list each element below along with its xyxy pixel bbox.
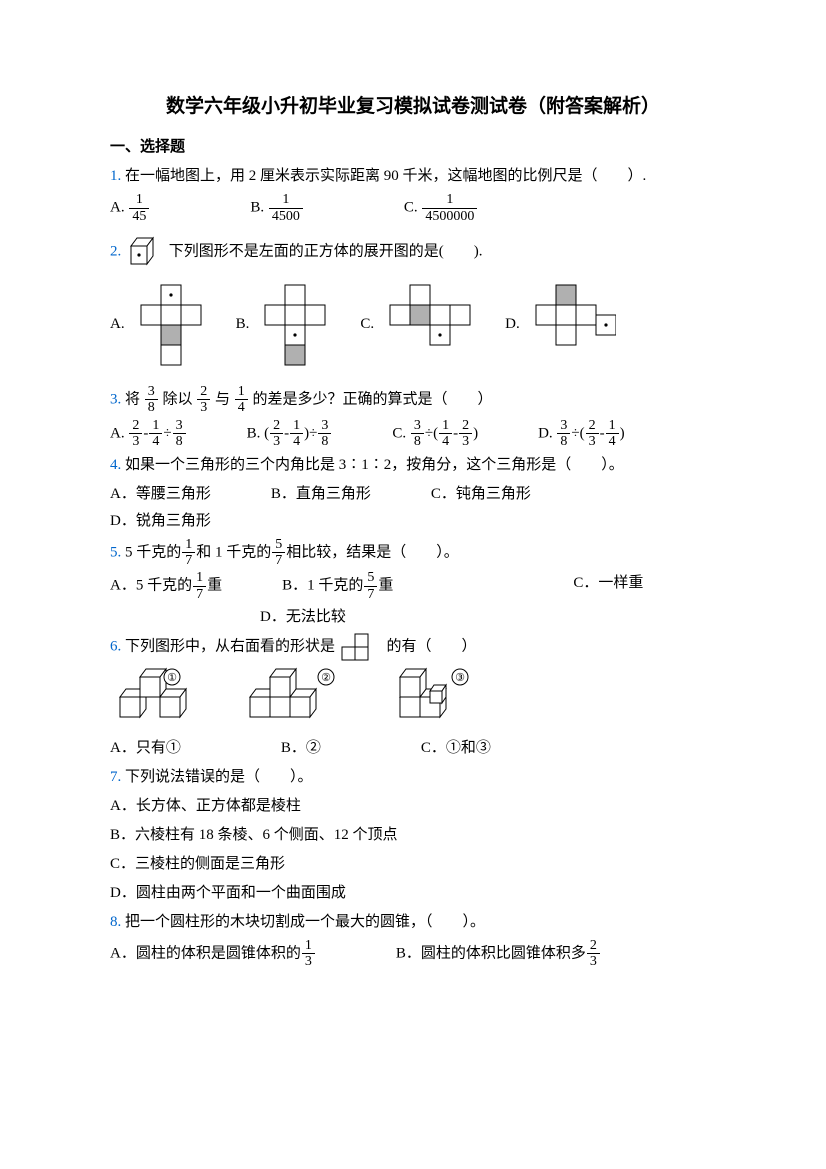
q1-C: C. 14500000 bbox=[404, 192, 479, 224]
q3: 3. 将 38 除以 23 与 14 的差是多少？正确的算式是（ ） bbox=[110, 384, 716, 416]
q3-options: A. 23-14÷38 B. (23-14)÷38 C. 38÷(14-23) … bbox=[110, 418, 716, 450]
q8-B: B．圆柱的体积比圆锥体积多23 bbox=[396, 938, 601, 970]
fraction: 14500000 bbox=[422, 192, 477, 224]
q7-B: B．六棱柱有 18 条棱、6 个侧面、12 个顶点 bbox=[110, 822, 716, 849]
q1: 1. 在一幅地图上，用 2 厘米表示实际距离 90 千米，这幅地图的比例尺是（ … bbox=[110, 163, 716, 190]
q5-options-row2: D．无法比较 bbox=[110, 604, 716, 631]
q3-A: A. 23-14÷38 bbox=[110, 418, 187, 450]
q6: 6. 下列图形中，从右面看的形状是 的有（ ） bbox=[110, 633, 716, 661]
q7-A: A．长方体、正方体都是棱柱 bbox=[110, 793, 716, 820]
q5-B: B．1 千克的57重 bbox=[282, 570, 393, 602]
q6-fig3: ③ bbox=[390, 667, 490, 727]
page-title: 数学六年级小升初毕业复习模拟试卷测试卷（附答案解析） bbox=[110, 90, 716, 124]
fraction: 14500 bbox=[269, 192, 303, 224]
net-D-icon bbox=[526, 280, 616, 370]
q1-A: A. 145 bbox=[110, 192, 150, 224]
q7-D: D．圆柱由两个平面和一个曲面围成 bbox=[110, 880, 716, 907]
section-1-heading: 一、选择题 bbox=[110, 134, 716, 161]
q2-B: B. bbox=[236, 280, 336, 370]
q3-B: B. (23-14)÷38 bbox=[247, 418, 333, 450]
q4-options: A．等腰三角形 B．直角三角形 C．钝角三角形 D．锐角三角形 bbox=[110, 481, 716, 535]
q6-B: B．② bbox=[281, 735, 321, 762]
svg-text:②: ② bbox=[321, 672, 331, 684]
front-view-shape-icon bbox=[341, 633, 381, 661]
q6-num: 6. bbox=[110, 639, 121, 655]
svg-text:①: ① bbox=[167, 672, 177, 684]
q5-num: 5. bbox=[110, 544, 121, 560]
q8: 8. 把一个圆柱形的木块切割成一个最大的圆锥，（ ）。 bbox=[110, 909, 716, 936]
q8-A: A．圆柱的体积是圆锥体积的13 bbox=[110, 938, 316, 970]
q2-num: 2. bbox=[110, 243, 121, 259]
fraction: 145 bbox=[129, 192, 149, 224]
q5-options-row1: A．5 千克的17重 B．1 千克的57重 C．一样重 bbox=[110, 570, 716, 602]
q7-C: C．三棱柱的侧面是三角形 bbox=[110, 851, 716, 878]
q2-text: 下列图形不是左面的正方体的展开图的是( ). bbox=[169, 243, 483, 259]
net-C-icon bbox=[380, 280, 480, 370]
q6-fig1: ① bbox=[110, 667, 200, 727]
q3-D: D. 38÷(23-14) bbox=[538, 418, 625, 450]
cube-with-dot-icon bbox=[125, 234, 161, 270]
q3-C: C. 38÷(14-23) bbox=[392, 418, 478, 450]
q6-fig2: ② bbox=[240, 667, 350, 727]
net-A-icon bbox=[131, 280, 211, 370]
q2: 2. 下列图形不是左面的正方体的展开图的是( ). bbox=[110, 234, 716, 270]
q6-A: A．只有① bbox=[110, 735, 181, 762]
q1-text: 在一幅地图上，用 2 厘米表示实际距离 90 千米，这幅地图的比例尺是（ ）. bbox=[125, 168, 646, 184]
q6-C: C．①和③ bbox=[421, 735, 491, 762]
q1-B: B. 14500 bbox=[250, 192, 304, 224]
net-B-icon bbox=[255, 280, 335, 370]
q3-num: 3. bbox=[110, 391, 121, 407]
svg-text:③: ③ bbox=[455, 672, 465, 684]
q2-C: C. bbox=[360, 280, 480, 370]
q4-A: A．等腰三角形 bbox=[110, 481, 211, 508]
q1-options: A. 145 B. 14500 C. 14500000 bbox=[110, 192, 716, 224]
q6-figures: ① ② bbox=[110, 667, 716, 727]
q8-options: A．圆柱的体积是圆锥体积的13 B．圆柱的体积比圆锥体积多23 bbox=[110, 938, 716, 970]
q4-B: B．直角三角形 bbox=[271, 481, 371, 508]
q7: 7. 下列说法错误的是（ ）。 bbox=[110, 764, 716, 791]
q7-num: 7. bbox=[110, 769, 121, 785]
q2-D: D. bbox=[505, 280, 616, 370]
q8-num: 8. bbox=[110, 914, 121, 930]
q5-D: D．无法比较 bbox=[260, 604, 346, 631]
q5-C: C．一样重 bbox=[573, 570, 643, 602]
q6-options: A．只有① B．② C．①和③ bbox=[110, 735, 716, 762]
q4: 4. 如果一个三角形的三个内角比是 3∶1∶2，按角分，这个三角形是（ ）。 bbox=[110, 452, 716, 479]
q5: 5. 5 千克的17和 1 千克的57相比较，结果是（ ）。 bbox=[110, 537, 716, 569]
q2-A: A. bbox=[110, 280, 211, 370]
q5-A: A．5 千克的17重 bbox=[110, 570, 222, 602]
q2-options: A. B. C. bbox=[110, 280, 716, 370]
q4-C: C．钝角三角形 bbox=[431, 481, 531, 508]
q4-D: D．锐角三角形 bbox=[110, 508, 211, 535]
q1-num: 1. bbox=[110, 168, 121, 184]
q4-num: 4. bbox=[110, 457, 121, 473]
